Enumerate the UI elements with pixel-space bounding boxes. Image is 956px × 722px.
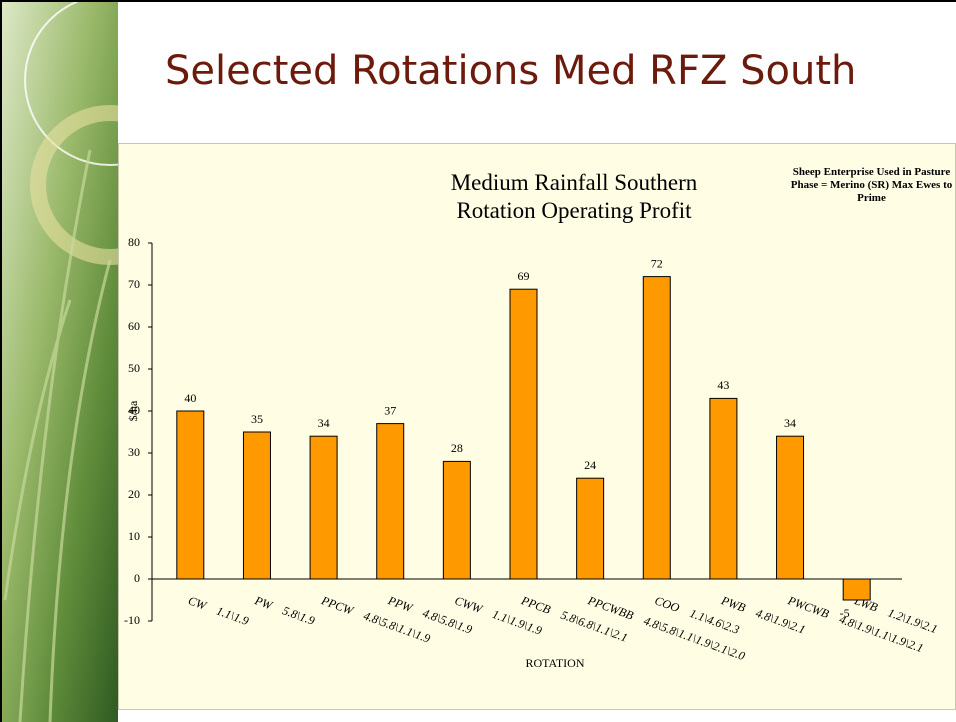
y-tick-label: 0 bbox=[134, 571, 140, 585]
y-tick-label: 60 bbox=[128, 319, 140, 333]
chart: $/ha ROTATION -1001020304050607080CW 1.1… bbox=[0, 0, 956, 722]
bar bbox=[443, 461, 470, 579]
x-tick-label: PW 5.8\1.9 bbox=[252, 593, 317, 628]
bar bbox=[843, 579, 870, 600]
data-label: 35 bbox=[251, 412, 263, 426]
y-tick-label: 80 bbox=[128, 235, 140, 249]
y-tick-label: 50 bbox=[128, 361, 140, 375]
bar bbox=[310, 436, 337, 579]
slide: Selected Rotations Med RFZ South Medium … bbox=[0, 0, 956, 722]
data-label: 24 bbox=[584, 458, 596, 472]
bar bbox=[510, 289, 537, 579]
y-tick-label: 30 bbox=[128, 445, 140, 459]
x-tick-label: CW 1.1\1.9 bbox=[186, 593, 250, 628]
bar bbox=[177, 411, 204, 579]
y-tick-label: 70 bbox=[128, 277, 140, 291]
bar bbox=[777, 436, 804, 579]
data-label: 69 bbox=[518, 269, 530, 283]
data-label: 40 bbox=[184, 391, 196, 405]
data-label: 28 bbox=[451, 441, 463, 455]
bar bbox=[243, 432, 270, 579]
data-label: 34 bbox=[784, 416, 796, 430]
data-label: 34 bbox=[318, 416, 330, 430]
bar bbox=[643, 277, 670, 579]
data-label: 72 bbox=[651, 256, 663, 270]
x-tick-label: PPCW 4.8\5.8\1.1\1.9 bbox=[319, 593, 432, 646]
data-label: 43 bbox=[717, 378, 729, 392]
x-axis-label: ROTATION bbox=[525, 656, 584, 670]
y-tick-label: -10 bbox=[124, 613, 140, 627]
bar bbox=[577, 478, 604, 579]
bar bbox=[710, 398, 737, 579]
y-tick-label: 10 bbox=[128, 529, 140, 543]
data-label: -5 bbox=[840, 606, 850, 620]
bar bbox=[377, 424, 404, 579]
y-tick-label: 40 bbox=[128, 403, 140, 417]
y-tick-label: 20 bbox=[128, 487, 140, 501]
data-label: 37 bbox=[384, 403, 396, 417]
